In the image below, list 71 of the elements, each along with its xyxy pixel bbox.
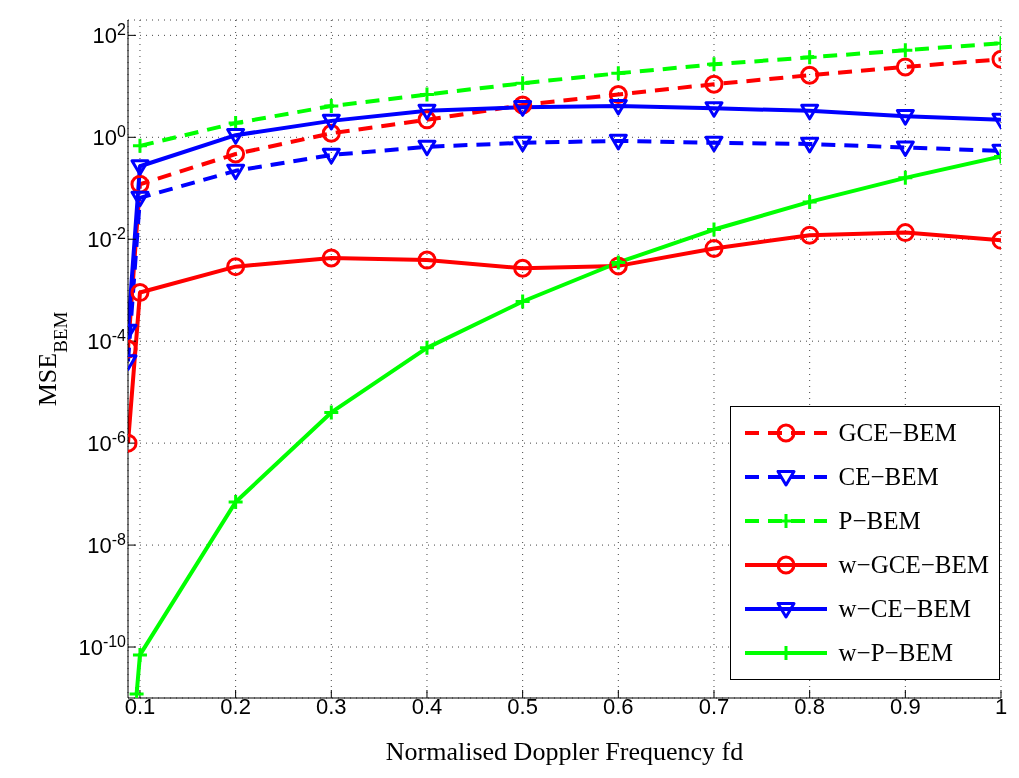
x-tick-label: 0.3 xyxy=(316,694,347,719)
x-tick-label: 0.1 xyxy=(124,694,156,719)
y-tick-label: 10$^{-2}$ xyxy=(87,224,127,253)
point xyxy=(704,238,724,258)
point xyxy=(800,103,820,121)
point xyxy=(514,74,532,92)
point xyxy=(321,113,341,131)
legend-label: w−P−BEM xyxy=(838,639,953,667)
point xyxy=(609,253,627,271)
point xyxy=(226,257,246,277)
point xyxy=(896,41,914,59)
point xyxy=(801,48,819,66)
legend-label: GCE−BEM xyxy=(838,419,957,447)
point xyxy=(513,135,533,153)
point xyxy=(705,221,723,239)
point xyxy=(227,493,245,511)
point xyxy=(322,403,340,421)
point xyxy=(609,64,627,82)
point xyxy=(801,193,819,211)
point xyxy=(513,258,533,278)
y-tick-label: 10$^{-10}$ xyxy=(78,632,127,661)
legend-label: w−CE−BEM xyxy=(838,595,971,623)
y-tick-label: 10$^{-8}$ xyxy=(87,530,127,559)
point xyxy=(895,140,915,158)
x-tick-label: 0.2 xyxy=(220,694,251,719)
point xyxy=(895,109,915,126)
y-tick-label: 10$^{2}$ xyxy=(92,20,127,49)
point xyxy=(130,283,150,303)
y-tick-label: 10$^{-6}$ xyxy=(87,428,127,457)
point xyxy=(130,190,150,208)
point xyxy=(608,133,628,151)
point xyxy=(322,97,340,115)
point xyxy=(226,144,246,164)
point xyxy=(800,65,820,85)
x-tick-label: 0.7 xyxy=(698,694,730,719)
y-tick-label: 10$^{-4}$ xyxy=(87,326,127,355)
point xyxy=(226,128,246,145)
point xyxy=(800,225,820,245)
x-tick-label: 0.6 xyxy=(603,694,634,719)
point xyxy=(895,223,915,243)
point xyxy=(896,169,914,187)
point xyxy=(417,250,437,270)
point xyxy=(704,74,724,94)
x-axis-title: Normalised Doppler Frequency fd xyxy=(385,737,744,766)
point xyxy=(800,136,820,154)
point xyxy=(131,646,149,664)
point xyxy=(704,101,724,118)
x-tick-label: 0.5 xyxy=(507,694,538,719)
point xyxy=(226,163,246,181)
legend-label: w−GCE−BEM xyxy=(838,551,989,579)
point xyxy=(130,159,150,176)
point xyxy=(131,137,149,155)
x-tick-label: 0.9 xyxy=(890,694,921,719)
legend-label: CE−BEM xyxy=(838,463,939,491)
point xyxy=(705,55,723,73)
point xyxy=(321,248,341,268)
x-tick-label: 0.4 xyxy=(411,694,443,719)
point xyxy=(513,100,533,117)
point xyxy=(417,139,437,157)
point xyxy=(321,147,341,165)
legend-label: P−BEM xyxy=(838,507,921,535)
x-tick-label: 1 xyxy=(994,694,1008,719)
point xyxy=(418,86,436,104)
point xyxy=(514,293,532,311)
point xyxy=(895,57,915,77)
point xyxy=(417,103,437,121)
point xyxy=(704,135,724,153)
y-tick-label: 10$^{0}$ xyxy=(92,122,127,151)
x-tick-label: 0.8 xyxy=(794,694,825,719)
point xyxy=(418,339,436,357)
point xyxy=(608,98,628,116)
